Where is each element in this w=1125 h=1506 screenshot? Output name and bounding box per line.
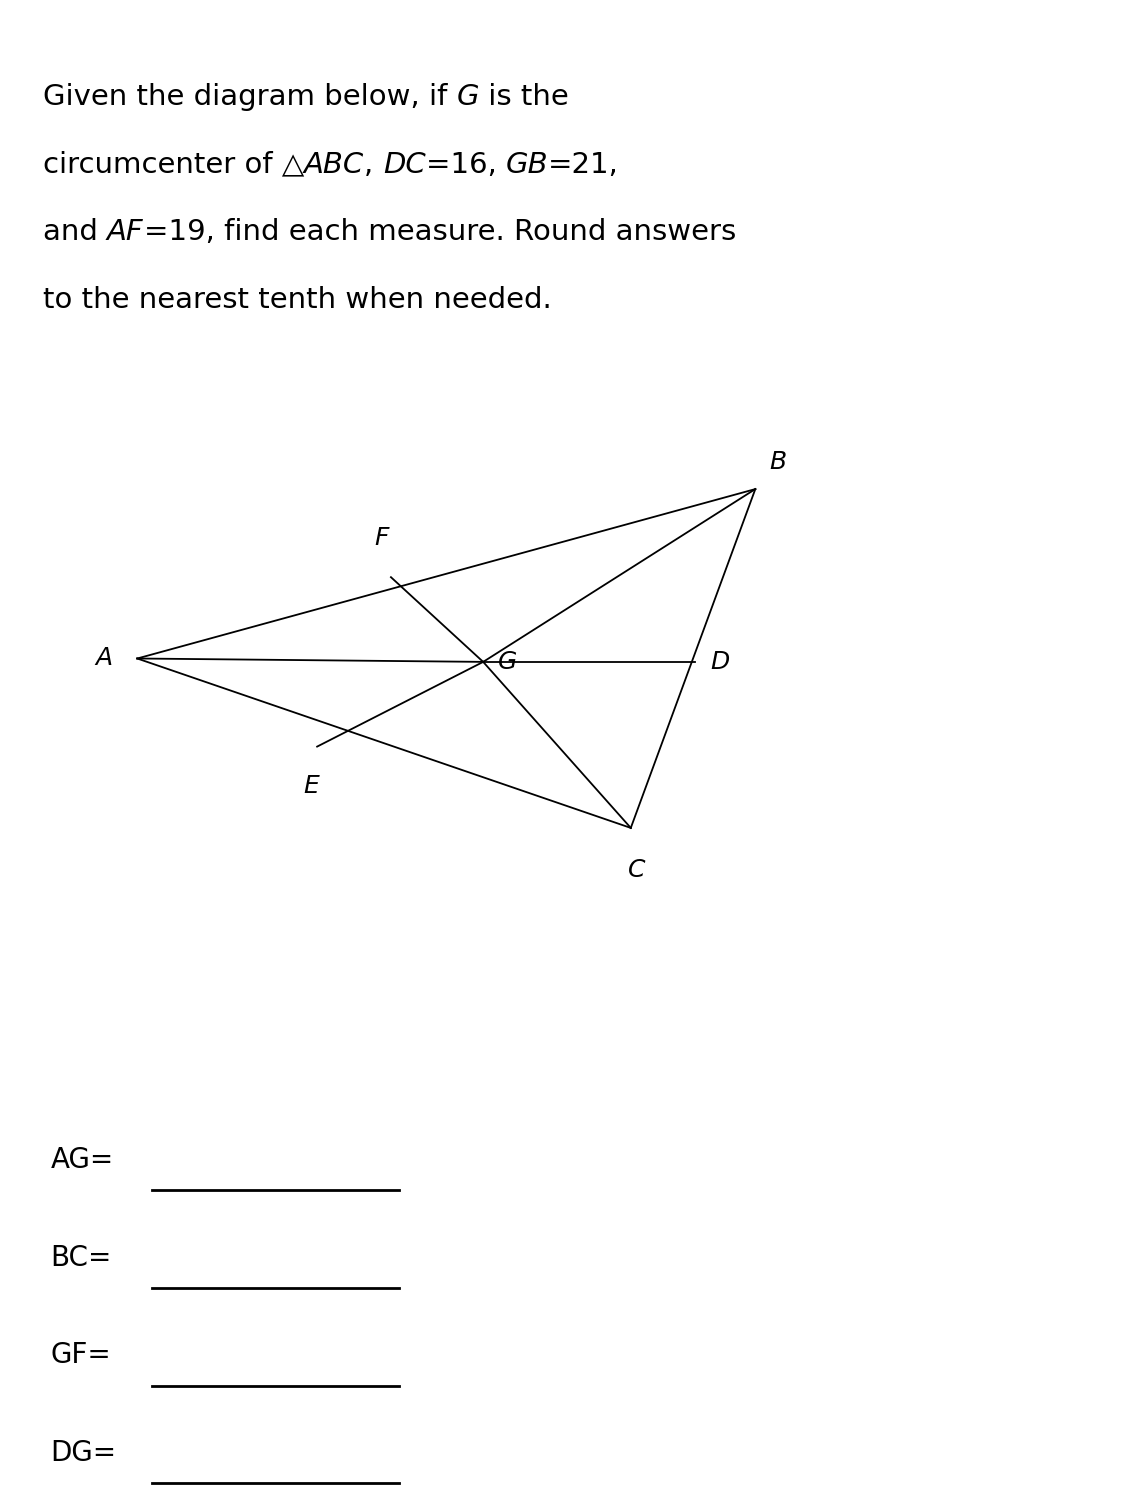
Text: DC: DC — [382, 151, 425, 179]
Text: A: A — [94, 646, 112, 670]
Text: to the nearest tenth when needed.: to the nearest tenth when needed. — [43, 286, 551, 315]
Text: B: B — [770, 450, 786, 474]
Text: G: G — [498, 651, 518, 673]
Text: E: E — [304, 774, 319, 798]
Text: ABC: ABC — [304, 151, 364, 179]
Text: =19, find each measure. Round answers: =19, find each measure. Round answers — [144, 218, 736, 247]
Text: =16,: =16, — [425, 151, 505, 179]
Text: AG=: AG= — [51, 1146, 114, 1173]
Text: F: F — [375, 526, 389, 550]
Text: G: G — [457, 83, 479, 111]
Text: C: C — [628, 858, 645, 883]
Text: BC=: BC= — [51, 1244, 112, 1271]
Text: GF=: GF= — [51, 1342, 111, 1369]
Text: circumcenter of △: circumcenter of △ — [43, 151, 304, 179]
Text: ,: , — [364, 151, 382, 179]
Text: GB: GB — [505, 151, 548, 179]
Text: Given the diagram below, if: Given the diagram below, if — [43, 83, 457, 111]
Text: AF: AF — [107, 218, 144, 247]
Text: is the: is the — [479, 83, 569, 111]
Text: D: D — [711, 651, 730, 673]
Text: DG=: DG= — [51, 1440, 117, 1467]
Text: =21,: =21, — [548, 151, 619, 179]
Text: and: and — [43, 218, 107, 247]
